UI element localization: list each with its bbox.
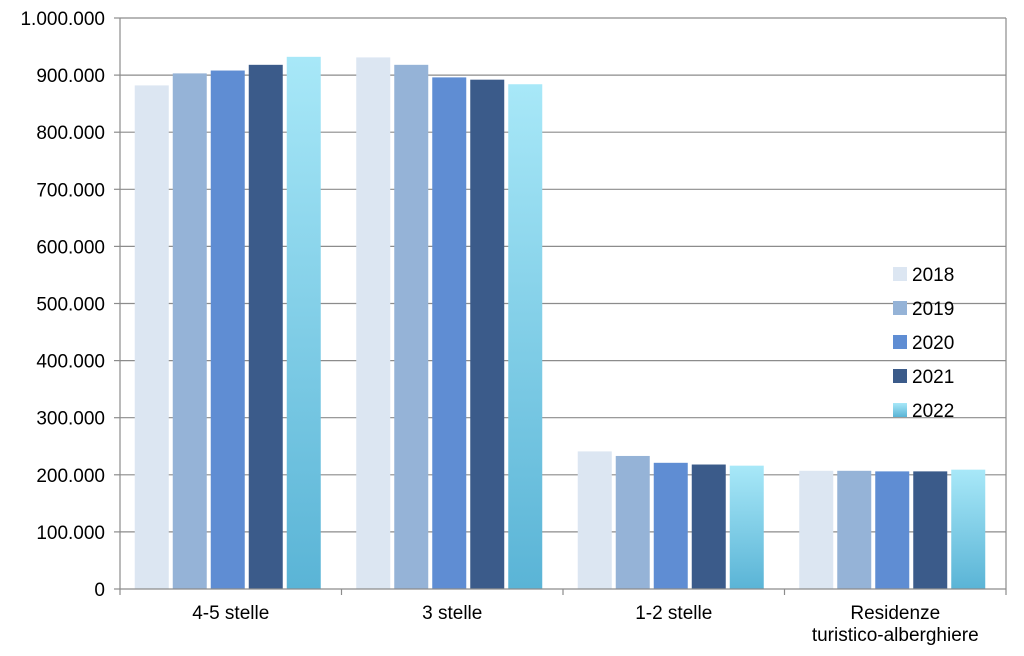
legend-swatch-2018 [893, 267, 907, 281]
bar-2022-1 [508, 84, 543, 590]
x-axis-categories: 4-5 stelle 3 stelle 1-2 stelle Residenzetur… [192, 603, 978, 646]
bar-2018-3 [799, 470, 834, 589]
y-tick-label: 300.000 [36, 409, 105, 430]
x-category-label: 3 stelle [422, 603, 482, 624]
y-tick-label: 900.000 [36, 66, 105, 87]
bar-2022-2 [729, 465, 764, 589]
y-tick-label: 400.000 [36, 352, 105, 373]
x-category-label: turistico-alberghiere [812, 625, 979, 646]
bar-2020-0 [210, 70, 245, 590]
y-tick-label: 800.000 [36, 123, 105, 144]
bar-2019-3 [837, 470, 872, 589]
legend-label-2022: 2022 [912, 401, 954, 422]
x-category-label: Residenze [850, 603, 940, 624]
legend-swatch-2019 [893, 301, 907, 315]
legend: 2018 2019 2020 2021 2022 [893, 265, 954, 422]
legend-label-2019: 2019 [912, 299, 954, 320]
legend-label-2018: 2018 [912, 265, 954, 286]
bar-2021-0 [248, 64, 283, 589]
bar-2019-0 [172, 73, 207, 589]
y-tick-label: 600.000 [36, 237, 105, 258]
bar-2020-3 [875, 471, 910, 589]
bar-2022-3 [951, 469, 986, 589]
bar-2021-2 [691, 464, 726, 589]
legend-swatch-2021 [893, 369, 907, 383]
y-tick-label: 0 [94, 580, 105, 601]
bar-2020-2 [653, 462, 688, 589]
y-tick-label: 700.000 [36, 180, 105, 201]
bar-2018-1 [356, 57, 391, 590]
y-tick-label: 200.000 [36, 466, 105, 487]
legend-label-2021: 2021 [912, 367, 954, 388]
legend-swatch-2022 [893, 403, 907, 417]
y-axis-ticks: 0 100.000 200.000 300.000 400.000 500.000 600.… [20, 9, 120, 601]
x-category-label: 4-5 stelle [192, 603, 269, 624]
y-tick-label: 500.000 [36, 295, 105, 316]
bar-2018-0 [134, 85, 169, 590]
bar-2021-1 [470, 79, 505, 589]
y-tick-label: 1.000.000 [20, 9, 105, 30]
bar-2019-1 [394, 64, 429, 589]
bar-2020-1 [432, 77, 467, 589]
bars [134, 56, 986, 590]
legend-label-2020: 2020 [912, 333, 954, 354]
legend-swatch-2020 [893, 335, 907, 349]
bar-2022-0 [286, 56, 321, 589]
bar-2018-2 [577, 451, 612, 589]
bar-2021-3 [913, 471, 948, 589]
y-tick-label: 100.000 [36, 523, 105, 544]
x-category-label: 1-2 stelle [635, 603, 712, 624]
bar-2019-2 [615, 455, 650, 589]
